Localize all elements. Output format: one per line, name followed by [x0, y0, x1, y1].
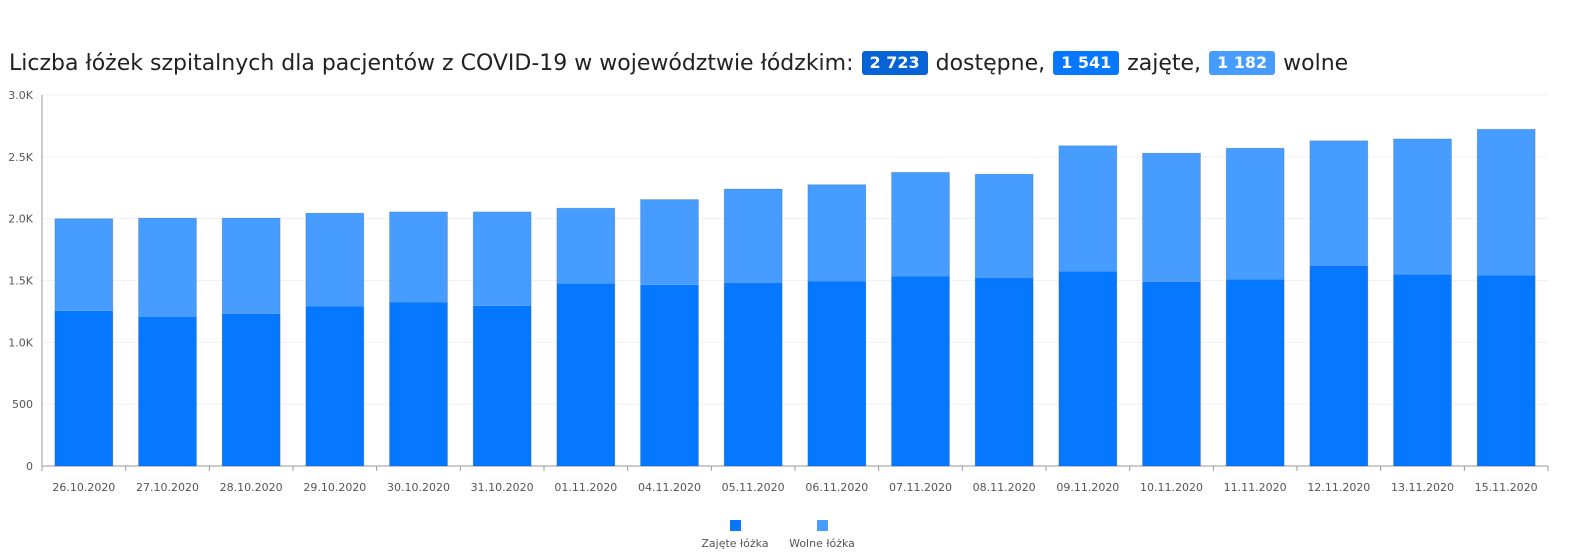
available-label: dostępne,: [935, 51, 1046, 76]
legend-label-occupied: Zajęte łóżka: [701, 537, 769, 550]
bar-occupied[interactable]: [724, 282, 783, 466]
bar-occupied[interactable]: [975, 278, 1034, 466]
bar-free[interactable]: [138, 218, 197, 317]
bar-outline: [807, 184, 867, 467]
bar-outline: [1309, 140, 1369, 467]
bar-free[interactable]: [473, 211, 532, 306]
bar-occupied[interactable]: [640, 284, 699, 466]
bar-free[interactable]: [389, 211, 448, 303]
x-tick-label: 01.11.2020: [554, 481, 617, 494]
bar-outline: [305, 212, 365, 467]
y-tick-label: 1.0K: [8, 336, 33, 349]
legend-swatch-free: [816, 520, 828, 531]
bar-occupied[interactable]: [1477, 275, 1536, 466]
x-tick-label: 07.11.2020: [889, 481, 952, 494]
bar-occupied[interactable]: [54, 310, 113, 466]
bar-outline: [1393, 138, 1452, 467]
bar-occupied[interactable]: [305, 306, 364, 466]
bar-occupied[interactable]: [807, 281, 866, 466]
bar-outline: [1058, 145, 1118, 467]
bar-outline: [1142, 152, 1201, 467]
bar-free[interactable]: [807, 184, 866, 282]
bar-outline: [389, 211, 448, 467]
x-tick-label: 05.11.2020: [722, 481, 785, 494]
x-tick-label: 09.11.2020: [1056, 481, 1119, 494]
bar-free[interactable]: [305, 213, 364, 307]
x-tick-label: 13.11.2020: [1391, 481, 1454, 494]
bar-free[interactable]: [1058, 145, 1117, 272]
free-label: wolne: [1283, 51, 1349, 76]
bar-occupied[interactable]: [1142, 281, 1201, 466]
bar-free[interactable]: [1142, 153, 1201, 282]
bar-outline: [221, 217, 281, 467]
bar-free[interactable]: [1226, 148, 1285, 280]
bar-outline: [472, 211, 532, 467]
bar-occupied[interactable]: [473, 305, 532, 466]
legend-item-free[interactable]: Wolne łóżka: [777, 520, 867, 550]
bar-occupied[interactable]: [222, 313, 281, 466]
bar-outline: [974, 173, 1034, 467]
occupied-beds-badge: 1 541: [1053, 51, 1120, 75]
stacked-bar-chart: 0 500 1.0K 1.5K 2.0K 2.5K 3.0K 26.10.2020 27.10.…: [8, 89, 1549, 494]
bar-occupied[interactable]: [389, 302, 448, 466]
bar-occupied[interactable]: [1309, 265, 1368, 466]
x-tick-label: 04.11.2020: [638, 481, 701, 494]
bar-free[interactable]: [640, 199, 699, 285]
title-prefix: Liczba łóżek szpitalnych dla pacjentów z…: [9, 51, 854, 76]
x-tick-label: 08.11.2020: [973, 481, 1036, 494]
bar-outline: [1225, 147, 1285, 467]
x-tick-label: 26.10.2020: [52, 481, 115, 494]
bar-outline: [640, 198, 699, 467]
bar-occupied[interactable]: [138, 316, 197, 466]
bar-free[interactable]: [1309, 140, 1368, 266]
bar-occupied[interactable]: [1058, 271, 1117, 466]
legend-swatch-occupied: [729, 520, 741, 531]
bar-free[interactable]: [1477, 129, 1536, 276]
bar-free[interactable]: [891, 172, 950, 277]
y-tick-label: 500: [12, 398, 33, 411]
x-tick-label: 27.10.2020: [136, 481, 199, 494]
x-tick-label: 30.10.2020: [387, 481, 450, 494]
legend-label-free: Wolne łóżka: [789, 537, 855, 550]
chart-legend: Zajęte łóżka Wolne łóżka: [0, 520, 1580, 556]
x-tick-label: 31.10.2020: [471, 481, 534, 494]
bar-occupied[interactable]: [556, 283, 615, 466]
y-tick-label: 1.5K: [8, 275, 33, 288]
bar-free[interactable]: [1393, 138, 1452, 275]
y-tick-label: 3.0K: [8, 89, 33, 102]
bar-outline: [138, 217, 197, 467]
x-tick-label: 06.11.2020: [805, 481, 868, 494]
bar-free[interactable]: [975, 174, 1034, 279]
x-tick-label: 29.10.2020: [303, 481, 366, 494]
x-tick-label: 10.11.2020: [1140, 481, 1203, 494]
occupied-label: zajęte,: [1127, 51, 1202, 76]
x-tick-label: 15.11.2020: [1475, 481, 1538, 494]
bar-outline: [891, 171, 950, 467]
bar-free[interactable]: [54, 218, 113, 311]
bar-occupied[interactable]: [1226, 279, 1285, 466]
x-tick-label: 12.11.2020: [1307, 481, 1370, 494]
bar-occupied[interactable]: [891, 276, 950, 466]
bar-free[interactable]: [222, 218, 281, 314]
y-tick-label: 0: [26, 460, 33, 473]
free-beds-badge: 1 182: [1209, 51, 1276, 75]
chart-title: Liczba łóżek szpitalnych dla pacjentów z…: [9, 48, 1348, 80]
bar-occupied[interactable]: [1393, 274, 1452, 466]
bar-outline: [556, 207, 616, 467]
bar-free[interactable]: [724, 188, 783, 283]
bar-free[interactable]: [556, 208, 615, 284]
bar-outline: [723, 188, 783, 467]
y-tick-label: 2.0K: [8, 213, 33, 226]
x-tick-label: 11.11.2020: [1224, 481, 1287, 494]
legend-item-occupied[interactable]: Zajęte łóżka: [690, 520, 780, 550]
y-tick-label: 2.5K: [8, 151, 33, 164]
available-beds-badge: 2 723: [861, 51, 928, 75]
bar-outline: [54, 218, 114, 467]
bar-outline: [1476, 128, 1536, 467]
x-tick-label: 28.10.2020: [220, 481, 283, 494]
